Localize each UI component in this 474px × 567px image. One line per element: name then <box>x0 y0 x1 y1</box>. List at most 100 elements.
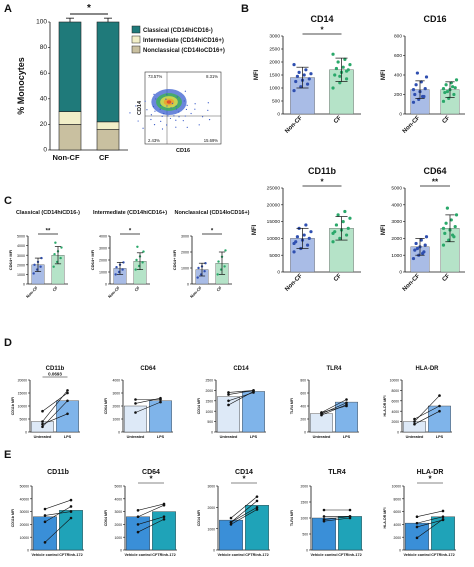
chart-title: HLA-DR <box>417 469 444 476</box>
data-point <box>54 241 57 244</box>
event-dot <box>194 108 196 110</box>
y-axis-label: HLA-DR MFI <box>383 508 387 529</box>
data-point <box>69 510 73 513</box>
chart-title: CD14 <box>233 366 249 372</box>
y-tick-label: 2500 <box>205 379 213 383</box>
bar <box>310 413 333 433</box>
y-tick-label: 3000 <box>112 392 120 396</box>
chart-title: Intermediate (CD14hiCD16+) <box>93 210 167 216</box>
data-point <box>333 73 337 77</box>
data-point <box>343 57 347 62</box>
data-point <box>162 517 166 521</box>
y-tick-label: 0 <box>399 112 402 118</box>
bar-segment-2 <box>58 21 82 112</box>
paired-line <box>137 504 165 517</box>
data-point <box>159 400 162 404</box>
data-point <box>338 74 342 78</box>
data-point <box>338 81 342 85</box>
event-dot <box>165 98 167 100</box>
x-tick-label: Untreated <box>34 435 52 439</box>
y-tick-label: 1500 <box>300 501 308 505</box>
data-point <box>414 83 418 87</box>
bar-segment-0 <box>58 124 82 151</box>
y-tick-label: 1000 <box>99 271 107 275</box>
data-point <box>413 422 416 426</box>
data-point <box>414 241 418 246</box>
data-point <box>411 256 416 261</box>
y-tick-label: 2000 <box>17 263 25 267</box>
panel-label-C: C <box>4 195 12 207</box>
y-tick-label: 20000 <box>20 523 30 527</box>
y-tick-label: 2000 <box>391 420 399 424</box>
data-point <box>203 270 206 273</box>
y-tick-label: 100 <box>36 19 47 26</box>
y-axis-label: MFI <box>252 225 258 236</box>
data-point <box>438 409 441 413</box>
y-tick-label: 0 <box>23 283 25 287</box>
data-point <box>299 85 303 89</box>
data-point <box>43 514 47 517</box>
data-point <box>69 516 73 520</box>
y-tick-label: 600 <box>300 392 306 396</box>
y-tick-label: 3000 <box>181 235 189 239</box>
data-point <box>331 231 335 235</box>
y-tick-label: 4000 <box>393 523 401 527</box>
data-point <box>415 246 419 251</box>
y-tick-label: 0 <box>211 431 213 435</box>
x-tick-label: LPS <box>64 435 72 439</box>
x-tick-label: CF <box>99 153 109 162</box>
data-point <box>41 420 44 423</box>
paired-line <box>414 405 440 420</box>
data-point <box>441 517 445 521</box>
x-tick-label: CFTRinh-172 <box>245 553 268 557</box>
chart-title: CD11b <box>46 366 65 372</box>
data-point <box>136 515 140 519</box>
data-point <box>331 240 335 244</box>
x-tick-label: Non-CF <box>107 285 121 299</box>
data-point <box>341 220 345 224</box>
paired-line <box>135 401 161 413</box>
x-tick-label: CF <box>133 285 141 293</box>
data-point <box>334 66 339 71</box>
x-tick-label: Non-CF <box>25 285 39 299</box>
chart-title: CD64 <box>140 366 156 372</box>
y-tick-label: 400 <box>300 405 306 409</box>
y-tick-label: 60 <box>40 70 48 77</box>
y-tick-label: 20000 <box>18 379 28 383</box>
data-point <box>322 515 326 518</box>
data-point <box>441 515 445 519</box>
data-point <box>136 523 140 526</box>
quadrant-label: 8.31% <box>206 74 218 79</box>
data-point <box>136 509 140 512</box>
paired-line <box>414 395 440 422</box>
event-dot <box>175 119 177 121</box>
data-point <box>413 248 417 252</box>
chart-title: Nonclassical (CD14loCD16+) <box>174 210 249 216</box>
data-point <box>453 225 457 229</box>
y-tick-label: 200 <box>300 418 306 422</box>
chart-title: HLA-DR <box>416 366 440 372</box>
data-point <box>415 71 419 75</box>
data-point <box>59 256 62 260</box>
data-point <box>33 263 36 266</box>
event-dot <box>137 120 139 122</box>
y-tick-label: 0 <box>399 270 402 276</box>
y-axis-label: TLR4 MFI <box>290 510 294 526</box>
y-tick-label: 0 <box>27 549 29 553</box>
data-point <box>441 243 446 247</box>
data-point <box>162 503 166 507</box>
y-tick-label: 2500 <box>269 47 280 53</box>
y-tick-label: 0 <box>118 431 120 435</box>
event-dot <box>207 102 209 104</box>
density-contour <box>166 100 172 104</box>
y-axis-label: CD64 MFI <box>104 398 108 414</box>
chart-title: Classical (CD14hiCD16-) <box>16 210 80 216</box>
paired-line <box>228 391 254 406</box>
data-point <box>449 218 453 222</box>
y-axis-label: CD14 MFI <box>197 510 201 526</box>
y-axis-label: CD11b MFI <box>11 509 15 527</box>
x-tick-label: Vehicle control <box>217 553 244 557</box>
data-point <box>424 235 429 239</box>
paired-line <box>44 499 72 510</box>
data-point <box>443 90 447 95</box>
